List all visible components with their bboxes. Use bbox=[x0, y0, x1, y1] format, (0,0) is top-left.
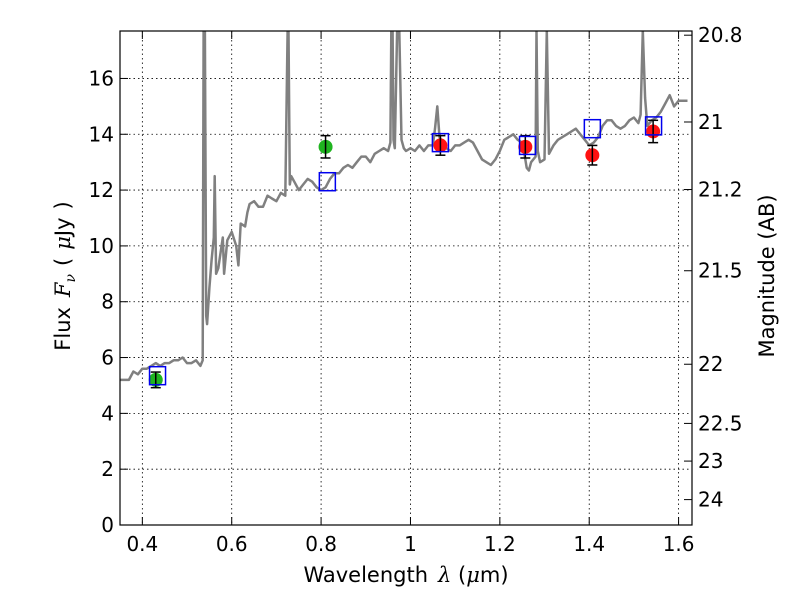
right-tick-label: 23 bbox=[698, 449, 723, 473]
model-photometry-square bbox=[148, 365, 167, 386]
y-tick-label: 10 bbox=[89, 234, 114, 258]
y-tick-label: 12 bbox=[89, 178, 114, 202]
right-tick-label: 21.2 bbox=[698, 178, 743, 202]
y-tick-label: 2 bbox=[101, 457, 114, 481]
y-tick-label: 14 bbox=[89, 122, 114, 146]
right-tick-label: 21.5 bbox=[698, 259, 743, 283]
right-tick-label: 22.5 bbox=[698, 411, 743, 435]
y-axis-symbol: F bbox=[51, 281, 75, 298]
model-photometry-square bbox=[583, 118, 602, 139]
markers bbox=[148, 116, 663, 389]
x-axis-unit-rest: m) bbox=[480, 563, 509, 587]
x-tick-label: 0.8 bbox=[305, 532, 337, 556]
x-axis-unit-mu: μ bbox=[466, 563, 480, 587]
model-photometry-square bbox=[318, 171, 337, 192]
y-tick-label: 6 bbox=[101, 346, 114, 370]
model-photometry-square bbox=[431, 132, 450, 153]
x-axis-label: Wavelength λ (μm) bbox=[303, 563, 508, 587]
y-tick-label: 8 bbox=[101, 290, 114, 314]
model-spectrum-line bbox=[120, 31, 688, 382]
x-axis-label-text: Wavelength bbox=[303, 563, 428, 587]
plot-frame bbox=[119, 30, 693, 526]
plot-area bbox=[120, 31, 688, 382]
x-tick-label: 1 bbox=[404, 532, 417, 556]
y-tick-label: 16 bbox=[89, 66, 114, 90]
x-tick-label: 1.4 bbox=[573, 532, 605, 556]
y-axis-unit-close: ) bbox=[51, 201, 75, 209]
x-tick-label: 0.4 bbox=[126, 532, 158, 556]
right-axis-label: Magnitude (AB) bbox=[755, 194, 779, 357]
ticks: 0.4 0.6 0.8 1 1.2 1.4 1.6024681012141620.82121… bbox=[89, 23, 743, 556]
model-photometry-square bbox=[644, 116, 663, 136]
right-tick-label: 22 bbox=[698, 352, 723, 376]
y-axis-subscript: ν bbox=[63, 273, 79, 282]
y-tick-label: 0 bbox=[101, 513, 114, 537]
x-tick-label: 1.6 bbox=[663, 532, 695, 556]
y-axis-unit-open: ( bbox=[51, 258, 75, 266]
right-tick-label: 20.8 bbox=[698, 23, 743, 47]
model-photometry-square bbox=[518, 135, 537, 156]
x-axis-unit-open: ( bbox=[451, 563, 466, 587]
y-axis-label-text: Flux bbox=[51, 307, 75, 351]
y-axis-unit-mu: μ bbox=[51, 236, 75, 250]
x-axis-symbol: λ bbox=[437, 563, 451, 587]
right-tick-label: 24 bbox=[698, 488, 723, 512]
x-tick-label: 1.2 bbox=[484, 532, 516, 556]
x-tick-label: 0.6 bbox=[216, 532, 248, 556]
y-tick-label: 4 bbox=[101, 401, 114, 425]
y-axis-label: Flux Fν ( μJy) bbox=[51, 201, 79, 350]
y-axis-unit-rest: Jy bbox=[51, 217, 75, 238]
right-tick-label: 21 bbox=[698, 110, 723, 134]
